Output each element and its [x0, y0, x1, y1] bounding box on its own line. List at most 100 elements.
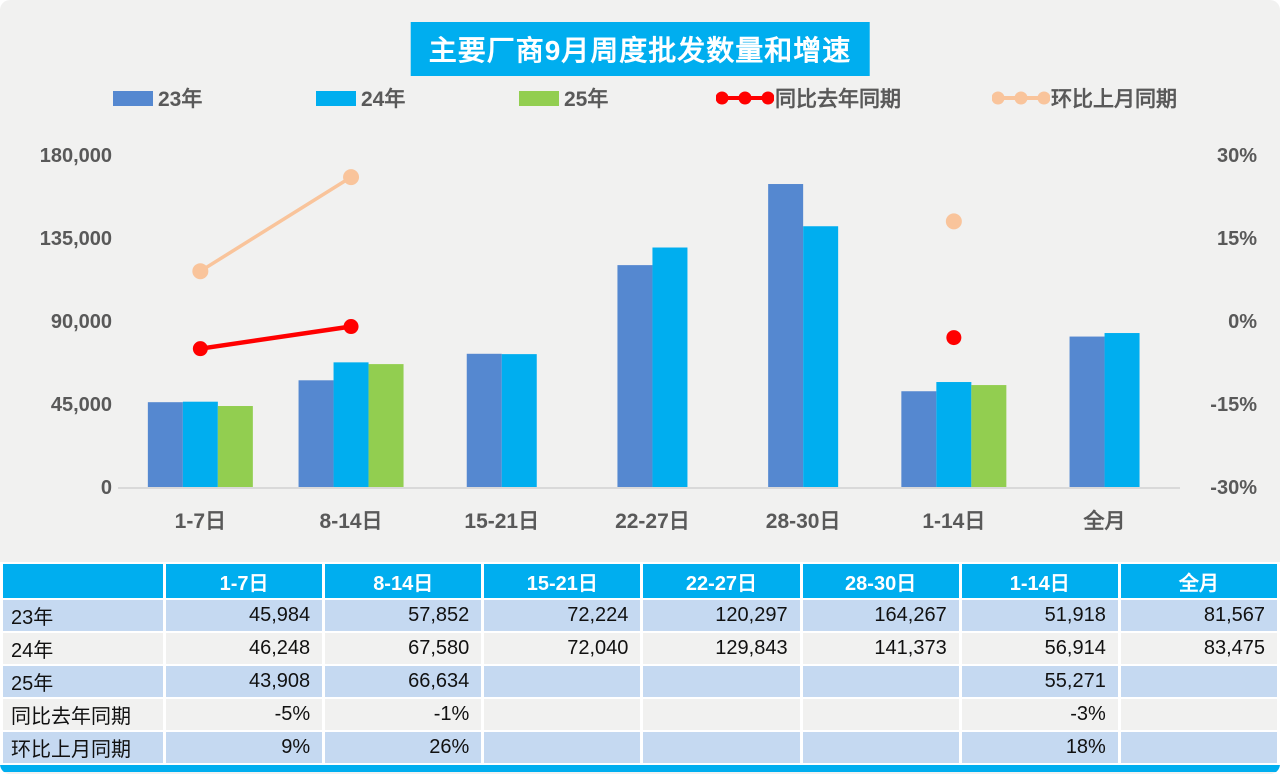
line-point-同比去年同期[interactable]: [192, 341, 208, 357]
bar-24年-28-30日[interactable]: [803, 226, 839, 487]
bar-swatch-icon: [316, 90, 356, 106]
legend-label: 23年: [158, 88, 203, 111]
value-cell: 66,634: [325, 666, 482, 697]
bar-23年-全月[interactable]: [1069, 336, 1105, 487]
x-axis-category-label: 全月: [1083, 509, 1126, 533]
combo-bar-line-plot: 0 45,000 90,000 135,000 180,000 -30% -15% 0% 15%…: [40, 145, 1258, 533]
line-point-环比上月同期[interactable]: [192, 263, 209, 280]
bar-25年-1-14日[interactable]: [971, 385, 1007, 487]
value-cell: 46,248: [166, 633, 323, 664]
value-cell: 26%: [325, 732, 482, 763]
data-table: 1-7日 8-14日 15-21日 22-27日 28-30日 1-14日 全月 23年 45…: [0, 562, 1280, 765]
value-cell: 18%: [961, 732, 1118, 763]
table-header-cell: 8-14日: [325, 564, 482, 598]
right-axis-tick-label: 15%: [1217, 228, 1257, 250]
value-cell: [643, 699, 800, 730]
chart-legend: 23年 24年 25年 同比去年同期 环比上月同期: [0, 86, 1280, 112]
value-cell: 164,267: [802, 600, 959, 631]
line-point-环比上月同期[interactable]: [945, 213, 962, 230]
table-row: 同比去年同期 -5% -1% -3%: [3, 699, 1277, 730]
value-cell: 56,914: [961, 633, 1118, 664]
value-cell: 72,224: [484, 600, 641, 631]
right-axis-tick-label: 30%: [1217, 145, 1257, 167]
left-axis-tick-label: 45,000: [51, 394, 112, 416]
value-cell: 120,297: [643, 600, 800, 631]
table-header-row: 1-7日 8-14日 15-21日 22-27日 28-30日 1-14日 全月: [3, 564, 1277, 598]
value-cell: [1120, 666, 1277, 697]
table-row: 环比上月同期 9% 26% 18%: [3, 732, 1277, 763]
value-cell: -3%: [961, 699, 1118, 730]
value-cell: [484, 732, 641, 763]
table-row: 25年 43,908 66,634 55,271: [3, 666, 1277, 697]
bar-23年-1-14日[interactable]: [901, 391, 937, 487]
chart-area: 主要厂商9月周度批发数量和增速 23年 24年 25年 同比去年同期 环比上月同期 0 4…: [0, 22, 1280, 533]
bar-24年-全月[interactable]: [1104, 333, 1140, 487]
line-point-同比去年同期[interactable]: [343, 319, 359, 335]
value-cell: 72,040: [484, 633, 641, 664]
x-axis-category-label: 22-27日: [615, 510, 690, 533]
value-cell: [484, 699, 641, 730]
value-cell: 129,843: [643, 633, 800, 664]
bar-23年-28-30日[interactable]: [768, 184, 804, 487]
legend-item-1[interactable]: 23年: [113, 86, 203, 111]
bar-23年-15-21日[interactable]: [466, 353, 502, 487]
row-label-cell: 同比去年同期: [3, 699, 163, 730]
value-cell: [1120, 732, 1277, 763]
line-dots-swatch-icon: [716, 91, 774, 105]
value-cell: [643, 732, 800, 763]
line-point-同比去年同期[interactable]: [946, 330, 962, 346]
value-cell: 83,475: [1120, 633, 1277, 664]
bar-24年-22-27日[interactable]: [652, 247, 688, 487]
value-cell: 51,918: [961, 600, 1118, 631]
table-corner-cell: [3, 564, 163, 598]
legend-item-2[interactable]: 24年: [316, 86, 405, 111]
x-axis-category-label: 1-14日: [922, 510, 985, 533]
value-cell: [484, 666, 641, 697]
value-cell: 57,852: [325, 600, 482, 631]
left-axis-tick-label: 0: [101, 477, 112, 499]
bar-23年-8-14日[interactable]: [298, 380, 334, 487]
table-header-cell: 1-7日: [166, 564, 323, 598]
bar-24年-15-21日[interactable]: [501, 354, 537, 487]
legend-label: 25年: [564, 88, 609, 111]
x-axis-category-label: 15-21日: [464, 510, 539, 533]
left-axis-tick-label: 135,000: [40, 228, 112, 250]
legend-item-3[interactable]: 25年: [519, 86, 609, 111]
value-cell: 45,984: [166, 600, 323, 631]
value-cell: -1%: [325, 699, 482, 730]
row-label-cell: 环比上月同期: [3, 732, 163, 763]
value-cell: [643, 666, 800, 697]
legend-item-4[interactable]: 同比去年同期: [716, 86, 901, 111]
value-cell: 55,271: [961, 666, 1118, 697]
legend-label: 同比去年同期: [775, 88, 901, 111]
value-cell: [802, 699, 959, 730]
line-point-环比上月同期[interactable]: [343, 169, 360, 186]
right-axis-tick-label: -15%: [1210, 394, 1257, 416]
table-header-cell: 全月: [1120, 564, 1277, 598]
bar-25年-1-7日[interactable]: [217, 406, 253, 487]
value-cell: 67,580: [325, 633, 482, 664]
value-cell: 141,373: [802, 633, 959, 664]
legend-item-5[interactable]: 环比上月同期: [992, 86, 1177, 111]
left-axis-tick-label: 180,000: [40, 145, 112, 167]
bar-23年-1-7日[interactable]: [147, 402, 183, 487]
table-header-cell: 1-14日: [961, 564, 1118, 598]
chart-title: 主要厂商9月周度批发数量和增速: [410, 22, 870, 76]
bar-24年-8-14日[interactable]: [333, 362, 369, 487]
bar-25年-8-14日[interactable]: [368, 364, 404, 487]
line-segment-环比上月同期: [199, 175, 352, 273]
bar-swatch-icon: [519, 90, 559, 106]
value-cell: [1120, 699, 1277, 730]
legend-label: 环比上月同期: [1051, 88, 1177, 111]
bar-24年-1-7日[interactable]: [182, 401, 218, 487]
right-axis-tick-label: -30%: [1210, 477, 1257, 499]
line-segment-同比去年同期: [200, 324, 352, 351]
bar-23年-22-27日[interactable]: [617, 265, 653, 487]
line-dots-swatch-icon: [992, 91, 1050, 105]
table-row: 24年 46,248 67,580 72,040 129,843 141,373 56,91…: [3, 633, 1277, 664]
bar-24年-1-14日[interactable]: [936, 382, 972, 487]
value-cell: 43,908: [166, 666, 323, 697]
x-axis-category-label: 8-14日: [320, 510, 383, 533]
value-cell: -5%: [166, 699, 323, 730]
table-header-cell: 15-21日: [484, 564, 641, 598]
